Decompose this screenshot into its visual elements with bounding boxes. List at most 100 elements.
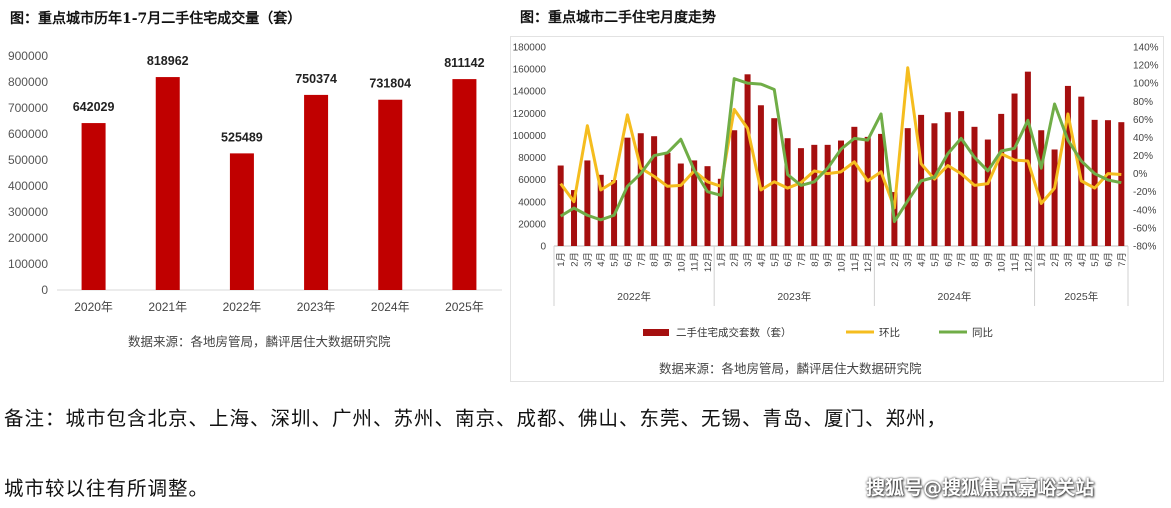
monthly-volume-bar <box>851 126 858 246</box>
monthly-volume-bar <box>838 140 844 246</box>
left-bar-data-label: 818962 <box>147 54 189 68</box>
left-bar-data-label: 750374 <box>295 72 337 86</box>
right-right-y-tick-label: -40% <box>1133 205 1156 216</box>
left-x-tick-label: 2021年 <box>148 300 187 314</box>
right-left-y-tick-label: 60000 <box>518 175 546 186</box>
month-tick-label: 11月 <box>1010 252 1021 271</box>
legend-bar-swatch <box>643 329 669 336</box>
monthly-volume-bar <box>704 166 711 246</box>
monthly-volume-bar <box>878 133 885 246</box>
month-tick-label: 9月 <box>823 252 834 267</box>
month-tick-label: 6月 <box>943 252 954 267</box>
month-tick-label: 7月 <box>957 252 968 267</box>
left-y-tick-label: 800000 <box>8 75 48 89</box>
left-y-tick-label: 900000 <box>8 49 48 63</box>
mom-line <box>559 66 1122 210</box>
right-right-y-tick-label: 80% <box>1133 97 1153 108</box>
right-left-y-tick-label: 100000 <box>513 131 547 142</box>
monthly-volume-bar <box>958 111 965 246</box>
note-line-2: 城市较以往有所调整。 <box>4 477 210 500</box>
right-right-y-tick-label: 140% <box>1133 43 1159 54</box>
month-tick-label: 1月 <box>716 252 727 267</box>
watermark: 搜狐号@搜狐焦点嘉峪关站 <box>866 477 1095 499</box>
monthly-volume-bar <box>651 136 658 246</box>
left-y-tick-label: 700000 <box>8 101 48 115</box>
right-right-y-tick-label: 120% <box>1133 61 1159 72</box>
month-tick-label: 3月 <box>903 252 914 267</box>
month-tick-label: 10月 <box>676 252 687 272</box>
monthly-volume-bar <box>597 174 604 246</box>
month-tick-label: 9月 <box>983 252 994 267</box>
right-left-y-tick-label: 160000 <box>513 65 547 76</box>
left-y-tick-label: 100000 <box>8 257 48 271</box>
legend-label: 环比 <box>879 326 900 339</box>
monthly-volume-bar <box>1118 122 1125 246</box>
month-tick-label: 8月 <box>810 252 821 267</box>
month-tick-label: 9月 <box>663 252 674 267</box>
monthly-volume-bar <box>557 165 564 246</box>
right-right-y-tick-label: -60% <box>1133 223 1156 234</box>
month-tick-label: 2月 <box>1050 252 1061 267</box>
right-left-y-tick-label: 20000 <box>518 219 546 230</box>
month-tick-label: 12月 <box>863 252 874 272</box>
month-tick-label: 4月 <box>917 252 928 267</box>
month-tick-label: 1月 <box>877 252 888 267</box>
month-tick-label: 4月 <box>1077 252 1088 267</box>
right-left-y-tick-label: 80000 <box>518 153 546 164</box>
left-bar <box>378 99 403 290</box>
monthly-volume-bar <box>1038 130 1045 246</box>
month-tick-label: 7月 <box>636 252 647 267</box>
left-y-tick-label: 200000 <box>8 231 48 245</box>
monthly-volume-bar <box>864 136 871 246</box>
monthly-volume-bar <box>984 139 991 246</box>
monthly-volume-bar <box>1078 96 1085 247</box>
right-right-y-tick-label: 20% <box>1133 151 1153 162</box>
monthly-volume-bar <box>744 74 751 246</box>
monthly-volume-bar <box>1104 120 1111 246</box>
left-bar-data-label: 525489 <box>221 130 263 144</box>
month-tick-label: 5月 <box>930 252 941 267</box>
left-x-tick-label: 2025年 <box>445 300 484 314</box>
left-bar <box>81 123 106 291</box>
right-right-y-tick-label: 60% <box>1133 115 1153 126</box>
right-right-y-tick-label: 40% <box>1133 133 1153 144</box>
monthly-volume-bar <box>904 128 911 246</box>
month-tick-label: 11月 <box>850 252 861 271</box>
left-bar <box>304 94 329 290</box>
left-y-tick-label: 300000 <box>8 205 48 219</box>
year-label: 2022年 <box>617 290 651 303</box>
monthly-volume-bar <box>757 105 764 246</box>
month-tick-label: 5月 <box>610 252 621 267</box>
year-label: 2023年 <box>777 290 811 303</box>
monthly-volume-bar <box>624 137 631 246</box>
year-label: 2024年 <box>938 290 972 303</box>
month-tick-label: 8月 <box>970 252 981 267</box>
left-y-tick-label: 500000 <box>8 153 48 167</box>
left-bar <box>229 153 254 290</box>
left-y-tick-label: 600000 <box>8 127 48 141</box>
month-tick-label: 1月 <box>556 252 567 267</box>
right-right-y-tick-label: 0% <box>1133 169 1148 180</box>
monthly-volume-bar <box>1091 119 1098 246</box>
right-chart-title: 图：重点城市二手住宅月度走势 <box>520 10 716 26</box>
monthly-volume-bar <box>797 148 804 246</box>
monthly-volume-bar <box>931 123 938 246</box>
month-tick-label: 6月 <box>623 252 634 267</box>
monthly-volume-bar <box>784 138 791 246</box>
right-right-y-tick-label: -80% <box>1133 242 1156 253</box>
left-x-tick-label: 2024年 <box>371 300 410 314</box>
monthly-volume-bar <box>691 160 698 246</box>
right-left-y-tick-label: 40000 <box>518 197 546 208</box>
left-bar-data-label: 811142 <box>444 56 484 70</box>
left-y-tick-label: 0 <box>41 283 48 297</box>
monthly-volume-bar <box>731 130 738 246</box>
left-x-tick-label: 2020年 <box>74 300 113 314</box>
month-tick-label: 2月 <box>730 252 741 267</box>
month-tick-label: 3月 <box>743 252 754 267</box>
month-tick-label: 5月 <box>1090 252 1101 267</box>
right-chart-frame <box>510 36 1164 382</box>
monthly-volume-bar <box>1024 71 1031 246</box>
right-left-y-tick-label: 180000 <box>513 43 547 54</box>
month-tick-label: 10月 <box>997 252 1008 272</box>
